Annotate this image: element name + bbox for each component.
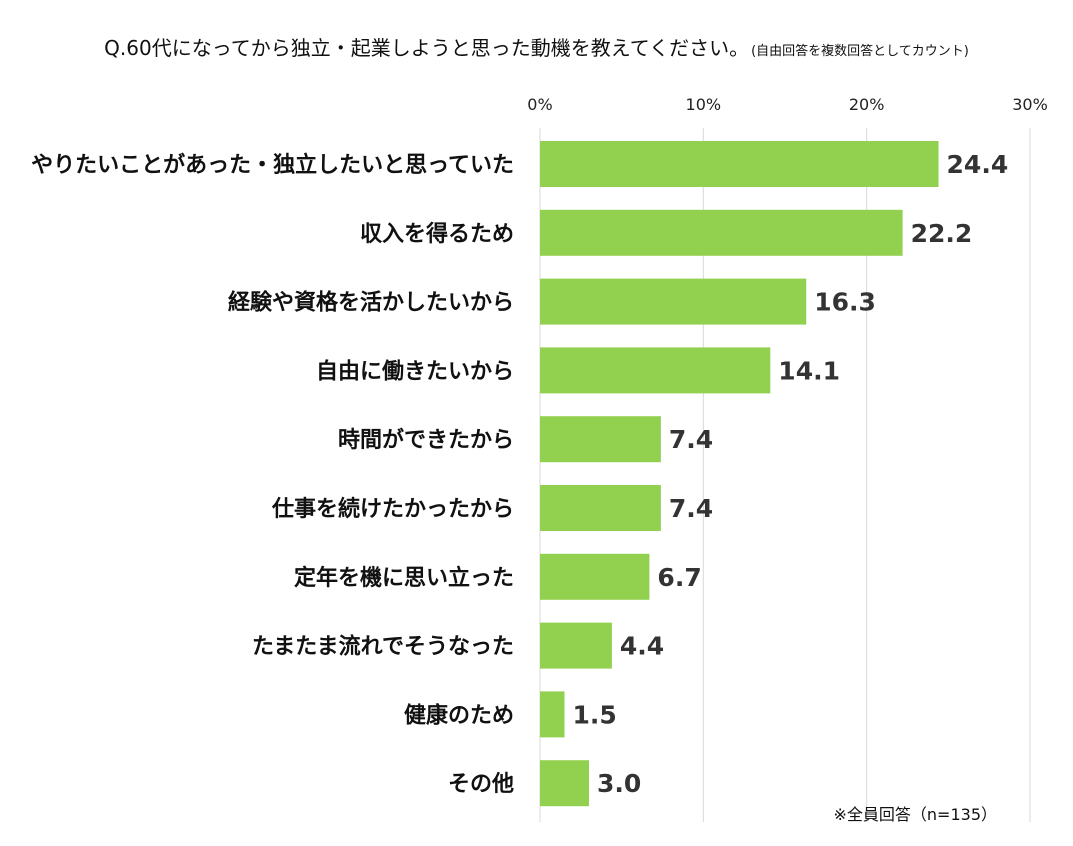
chart-title: Q.60代になってから独立・起業しようと思った動機を教えてください。 (自由回答を…: [0, 32, 1073, 61]
value-label: 24.4: [947, 150, 1009, 179]
bar: [540, 278, 807, 325]
value-label: 22.2: [911, 219, 973, 248]
x-tick-label: 20%: [849, 95, 885, 114]
x-tick-label: 10%: [686, 95, 722, 114]
x-tick-label: 0%: [527, 95, 552, 114]
value-label: 1.5: [573, 700, 617, 729]
bar: [540, 691, 565, 738]
category-label: その他: [448, 772, 514, 797]
category-label: 健康のため: [404, 702, 514, 728]
category-label: やりたいことがあった・独立したいと思っていた: [31, 152, 514, 178]
value-labels: 24.4 22.2 16.3 14.1 7.4 7.4 6.7 4.4 1.5 3.0: [573, 150, 1009, 798]
bar: [540, 760, 589, 807]
category-label: 収入を得るため: [360, 221, 514, 247]
bar: [540, 553, 650, 600]
bar: [540, 209, 903, 256]
bar: [540, 622, 612, 669]
x-tick-label: 30%: [1012, 95, 1048, 114]
category-label: 仕事を続けたかったから: [271, 496, 514, 522]
category-label: 定年を機に思い立った: [294, 565, 514, 591]
value-label: 16.3: [814, 288, 876, 317]
value-label: 14.1: [778, 356, 840, 385]
value-label: 7.4: [669, 425, 713, 454]
chart-title-main: Q.60代になってから独立・起業しようと思った動機を教えてください。: [104, 36, 750, 60]
value-label: 4.4: [620, 632, 664, 661]
bar: [540, 141, 939, 187]
bar: [540, 416, 661, 463]
bar: [540, 485, 661, 531]
value-label: 3.0: [597, 769, 641, 798]
category-labels: やりたいことがあった・独立したいと思っていた収入を得るため経験や資格を活かしたい…: [31, 152, 514, 797]
value-label: 7.4: [669, 494, 713, 523]
category-label: たまたま流れでそうなった: [252, 634, 514, 660]
chart-subtitle: (自由回答を複数回答としてカウント): [751, 44, 969, 59]
category-label: 経験や資格を活かしたいから: [228, 290, 514, 316]
footnote: ※全員回答（n=135）: [833, 805, 998, 824]
bars: [540, 141, 939, 807]
category-label: 時間ができたから: [338, 427, 514, 453]
bar: [540, 347, 771, 394]
category-label: 自由に働きたいから: [316, 358, 514, 384]
value-label: 6.7: [657, 563, 701, 592]
x-axis-ticks: 0% 10% 20% 30%: [527, 95, 1047, 114]
